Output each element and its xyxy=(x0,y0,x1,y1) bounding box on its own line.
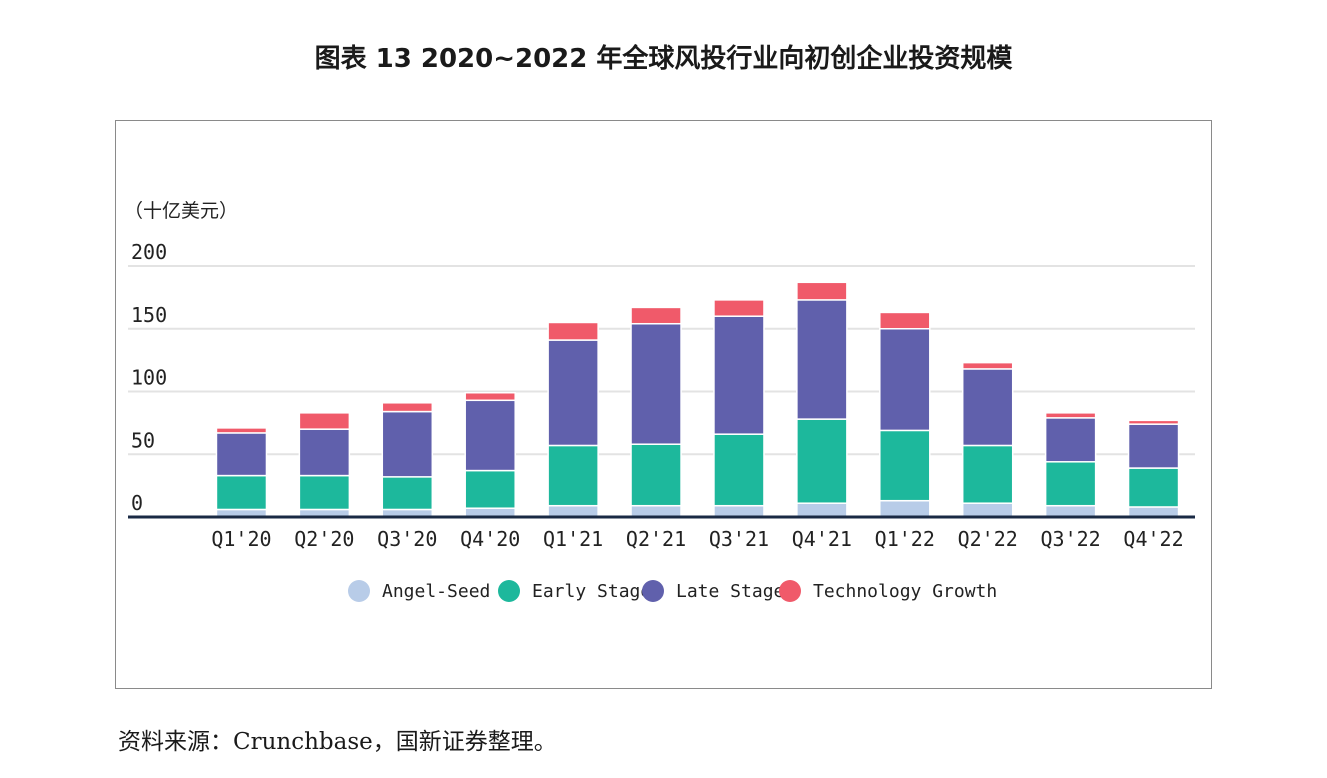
bar-segment-early-stage xyxy=(464,469,516,509)
y-tick-label: 150 xyxy=(131,303,167,327)
bar-segment-technology-growth xyxy=(879,311,931,330)
bar-segment-angel-seed xyxy=(879,499,931,518)
bar-segment-early-stage xyxy=(713,433,765,507)
bar-segment-late-stage xyxy=(713,315,765,435)
bar-segment-technology-growth xyxy=(630,306,682,325)
x-tick-label: Q3'21 xyxy=(709,527,769,551)
bar-segment-angel-seed xyxy=(1044,504,1097,518)
bars xyxy=(215,281,1180,518)
bar-segment-late-stage xyxy=(464,399,516,472)
y-tick-label: 0 xyxy=(131,491,143,515)
bar-segment-late-stage xyxy=(298,428,351,477)
x-tick-label: Q3'22 xyxy=(1041,527,1101,551)
bar-segment-angel-seed xyxy=(713,504,765,518)
x-tick-label: Q1'20 xyxy=(211,527,271,551)
x-tick-label: Q3'20 xyxy=(377,527,437,551)
bar-segment-early-stage xyxy=(215,474,268,511)
bar-segment-technology-growth xyxy=(381,402,434,413)
legend-label: Technology Growth xyxy=(813,581,997,602)
bar-segment-early-stage xyxy=(381,476,434,511)
x-tick-label: Q4'20 xyxy=(460,527,520,551)
bar-segment-angel-seed xyxy=(1127,506,1180,518)
bar-segment-technology-growth xyxy=(298,412,351,430)
bar-segment-technology-growth xyxy=(1044,412,1097,419)
chart-title: 图表 13 2020~2022 年全球风投行业向初创企业投资规模 xyxy=(314,44,1013,74)
x-tick-label: Q2'22 xyxy=(958,527,1018,551)
legend-swatch xyxy=(779,580,801,602)
bar-segment-late-stage xyxy=(879,328,931,432)
bar-segment-technology-growth xyxy=(961,361,1014,370)
source-note: 资料来源：Crunchbase，国新证券整理。 xyxy=(118,729,557,755)
bar-segment-technology-growth xyxy=(215,427,268,434)
legend-swatch xyxy=(498,580,520,602)
x-tick-label: Q4'21 xyxy=(792,527,852,551)
bar-segment-early-stage xyxy=(1127,467,1180,508)
bar-segment-early-stage xyxy=(547,444,599,507)
legend-swatch xyxy=(348,580,370,602)
bar-segment-technology-growth xyxy=(547,321,599,341)
bar-segment-late-stage xyxy=(215,432,268,477)
legend-swatch xyxy=(642,580,664,602)
y-tick-label: 100 xyxy=(131,366,167,390)
bar-segment-early-stage xyxy=(298,474,351,511)
y-axis-ticks: 0 50 100 150 200 xyxy=(131,240,167,515)
bar-segment-late-stage xyxy=(1044,417,1097,463)
x-tick-label: Q4'22 xyxy=(1123,527,1183,551)
bar-segment-late-stage xyxy=(961,368,1014,447)
x-tick-label: Q2'21 xyxy=(626,527,686,551)
bar-segment-angel-seed xyxy=(961,502,1014,518)
bar-segment-late-stage xyxy=(796,299,848,420)
bar-segment-early-stage xyxy=(796,418,848,504)
y-tick-label: 50 xyxy=(131,428,155,452)
bar-segment-early-stage xyxy=(961,444,1014,504)
bar-segment-early-stage xyxy=(879,429,931,502)
y-tick-label: 200 xyxy=(131,240,167,264)
bar-segment-late-stage xyxy=(630,322,682,445)
x-tick-label: Q1'21 xyxy=(543,527,603,551)
bar-segment-early-stage xyxy=(1044,461,1097,507)
bar-segment-angel-seed xyxy=(630,504,682,518)
y-axis-unit-label: （十亿美元） xyxy=(124,200,238,222)
bar-segment-early-stage xyxy=(630,443,682,507)
bar-segment-technology-growth xyxy=(713,299,765,317)
bar-segment-technology-growth xyxy=(796,281,848,301)
legend-label: Early Stage xyxy=(532,581,651,602)
legend: Angel-Seed Early Stage Late Stage Technolog… xyxy=(348,580,997,602)
bar-segment-late-stage xyxy=(381,410,434,478)
x-tick-label: Q2'20 xyxy=(294,527,354,551)
bar-segment-late-stage xyxy=(547,339,599,447)
bar-segment-angel-seed xyxy=(796,502,848,518)
bar-segment-technology-growth xyxy=(464,392,516,402)
x-tick-label: Q1'22 xyxy=(875,527,935,551)
bar-segment-technology-growth xyxy=(1127,419,1180,425)
bar-segment-angel-seed xyxy=(547,504,599,518)
legend-label: Late Stage xyxy=(676,581,784,602)
legend-label: Angel-Seed xyxy=(382,581,490,602)
x-axis-ticks: Q1'20 Q2'20 Q3'20 Q4'20 Q1'21 Q2'21 Q3'21 Q4'21… xyxy=(211,527,1183,551)
bar-segment-late-stage xyxy=(1127,423,1180,469)
